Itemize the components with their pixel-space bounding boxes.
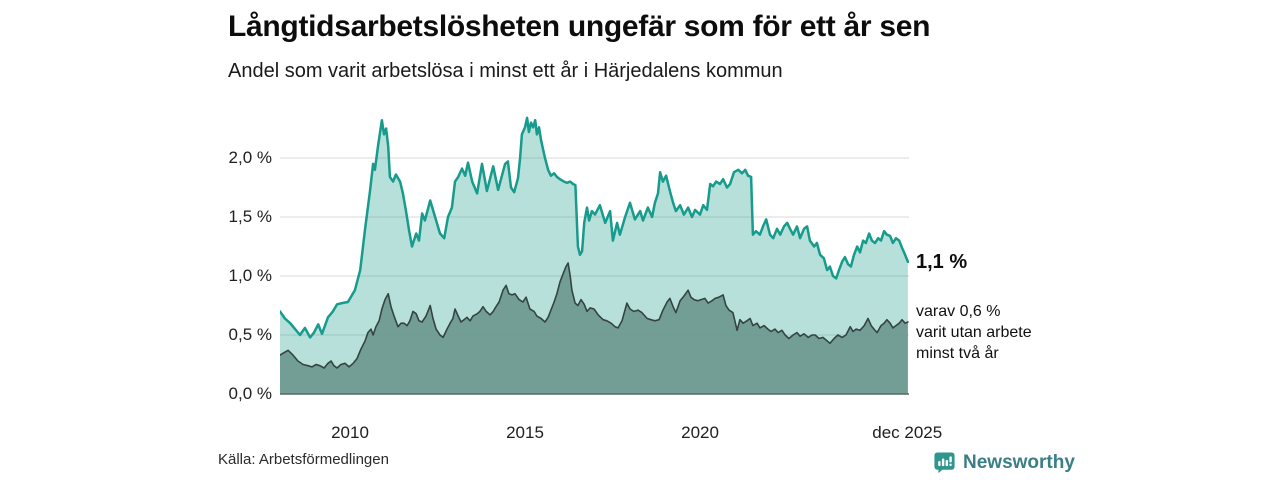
newsworthy-logo: Newsworthy — [933, 451, 1075, 474]
x-axis-label: 2015 — [506, 423, 544, 442]
y-axis-label: 2,0 % — [228, 148, 272, 167]
x-axis-label: 2020 — [681, 423, 719, 442]
y-axis-label: 0,0 % — [228, 384, 272, 403]
x-axis-label: 2010 — [331, 423, 369, 442]
page-title: Långtidsarbetslösheten ungefär som för e… — [228, 10, 931, 43]
x-axis-label: dec 2025 — [872, 423, 943, 442]
latest-value-annotation: 1,1 % — [916, 251, 968, 273]
y-axis-label: 1,0 % — [228, 266, 272, 285]
newsworthy-bubble-chart-icon — [934, 452, 955, 474]
source-label: Källa: Arbetsförmedlingen — [218, 451, 389, 468]
newsworthy-logo-text: Newsworthy — [963, 452, 1075, 473]
secondary-annotation: varav 0,6 % varit utan arbete minst två … — [916, 303, 1032, 362]
y-axis-label: 0,5 % — [228, 325, 272, 344]
page-subtitle: Andel som varit arbetslösa i minst ett å… — [228, 60, 783, 82]
y-axis-label: 1,5 % — [228, 207, 272, 226]
area-chart — [280, 116, 909, 395]
